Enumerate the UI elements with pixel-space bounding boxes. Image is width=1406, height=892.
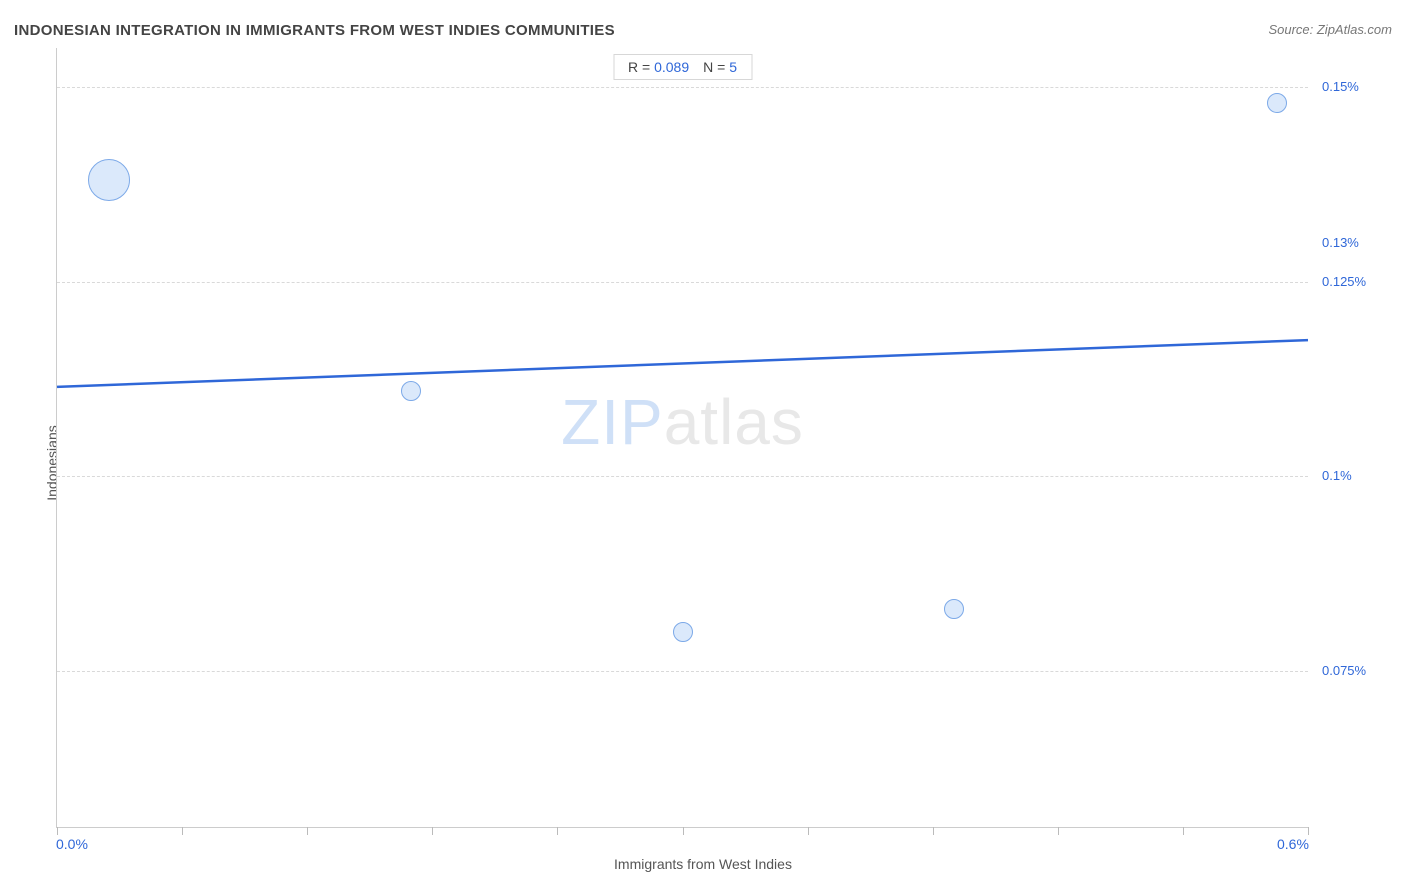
- n-value: 5: [729, 59, 737, 75]
- x-tick: [57, 827, 58, 835]
- gridline: [57, 87, 1308, 88]
- plot-area: ZIPatlas R = 0.089N = 5 0.075%0.1%0.125%…: [56, 48, 1308, 828]
- x-tick: [557, 827, 558, 835]
- source-attribution: Source: ZipAtlas.com: [1268, 22, 1392, 37]
- stats-legend: R = 0.089 N = 5: [613, 54, 752, 80]
- chart-title: INDONESIAN INTEGRATION IN IMMIGRANTS FRO…: [14, 22, 615, 39]
- x-min-label: 0.0%: [56, 836, 88, 852]
- chart-header: INDONESIAN INTEGRATION IN IMMIGRANTS FRO…: [14, 22, 1392, 46]
- watermark-atlas: atlas: [664, 386, 804, 458]
- y-tick-label: 0.15%: [1322, 79, 1359, 94]
- watermark: ZIPatlas: [561, 385, 804, 459]
- x-tick: [933, 827, 934, 835]
- plot-wrap: Indonesians ZIPatlas R = 0.089N = 5 0.07…: [14, 48, 1392, 878]
- watermark-zip: ZIP: [561, 386, 664, 458]
- gridline: [57, 282, 1308, 283]
- source-name: ZipAtlas.com: [1317, 22, 1392, 37]
- y-tick-label: 0.075%: [1322, 663, 1366, 678]
- x-tick: [1183, 827, 1184, 835]
- gridline: [57, 671, 1308, 672]
- scatter-point: [401, 381, 421, 401]
- scatter-point: [88, 159, 130, 201]
- x-axis-title: Immigrants from West Indies: [614, 856, 792, 872]
- x-tick: [307, 827, 308, 835]
- r-label: R =: [628, 59, 654, 75]
- y-tick-label: 0.1%: [1322, 468, 1352, 483]
- x-tick: [1308, 827, 1309, 835]
- trend-line-svg: [57, 48, 1308, 827]
- n-label: N =: [703, 59, 729, 75]
- x-tick: [1058, 827, 1059, 835]
- x-tick: [683, 827, 684, 835]
- y-tick-label: 0.13%: [1322, 235, 1359, 250]
- trend-line: [57, 340, 1308, 387]
- source-prefix: Source:: [1268, 22, 1316, 37]
- x-tick: [182, 827, 183, 835]
- gridline: [57, 476, 1308, 477]
- y-tick-label: 0.125%: [1322, 274, 1366, 289]
- x-tick: [432, 827, 433, 835]
- x-tick: [808, 827, 809, 835]
- x-max-label: 0.6%: [1277, 836, 1309, 852]
- scatter-point: [1267, 93, 1287, 113]
- scatter-point: [673, 622, 693, 642]
- scatter-point: [944, 599, 964, 619]
- r-value: 0.089: [654, 59, 689, 75]
